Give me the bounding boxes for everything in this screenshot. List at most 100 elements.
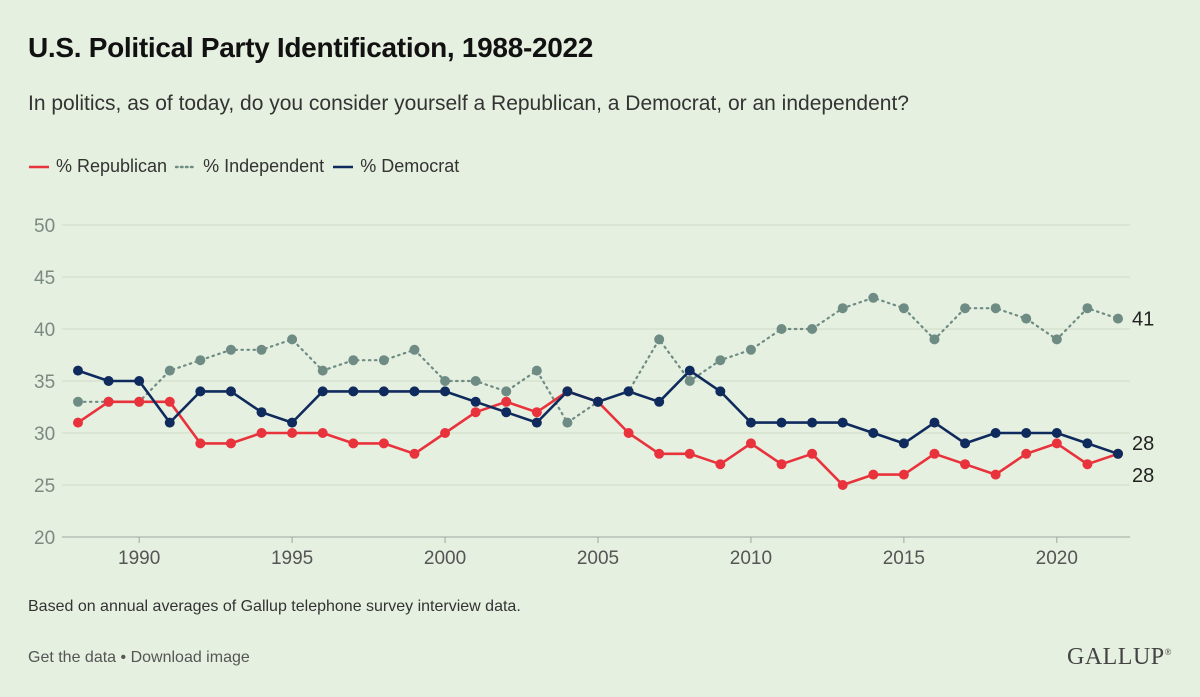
legend-swatch-independent bbox=[175, 165, 198, 168]
data-point-republican-2011 bbox=[776, 459, 787, 470]
gallup-logo-text: GALLUP bbox=[1066, 644, 1165, 670]
download-image-link[interactable]: Download image bbox=[130, 649, 250, 666]
data-point-republican-1990 bbox=[134, 396, 145, 407]
data-point-independent-2012 bbox=[807, 324, 818, 334]
data-point-independent-2014 bbox=[868, 292, 879, 303]
end-label-democrat: 28 bbox=[1132, 433, 1154, 455]
footer-links: Get the data • Download image bbox=[28, 649, 250, 667]
data-point-independent-2003 bbox=[531, 365, 542, 376]
data-point-republican-1992 bbox=[195, 438, 206, 449]
data-point-democrat-2020 bbox=[1051, 428, 1062, 438]
data-point-independent-1997 bbox=[348, 355, 359, 366]
data-point-independent-1994 bbox=[256, 344, 267, 355]
data-point-democrat-2015 bbox=[898, 438, 909, 449]
data-point-republican-2013 bbox=[837, 480, 848, 490]
data-point-republican-1995 bbox=[287, 428, 298, 438]
data-point-independent-2018 bbox=[990, 303, 1001, 314]
data-point-democrat-2013 bbox=[837, 417, 848, 428]
data-point-democrat-2012 bbox=[807, 417, 818, 428]
data-point-independent-2010 bbox=[745, 344, 756, 355]
y-tick-label-25: 25 bbox=[34, 476, 55, 497]
data-point-republican-2001 bbox=[470, 407, 481, 418]
y-tick-label-45: 45 bbox=[34, 268, 55, 289]
data-point-independent-1999 bbox=[409, 344, 420, 355]
data-point-democrat-1992 bbox=[195, 386, 206, 397]
chart-subtitle: In politics, as of today, do you conside… bbox=[28, 92, 909, 115]
data-point-republican-2008 bbox=[684, 448, 695, 459]
data-point-republican-2002 bbox=[501, 396, 512, 407]
legend-item-republican: % Republican bbox=[28, 156, 167, 177]
data-point-republican-2019 bbox=[1021, 448, 1032, 459]
y-tick-label-20: 20 bbox=[34, 528, 55, 549]
footnote: Based on annual averages of Gallup telep… bbox=[28, 598, 521, 615]
data-point-independent-2008 bbox=[684, 376, 695, 386]
end-label-independent: 41 bbox=[1132, 309, 1154, 331]
data-point-republican-2020 bbox=[1051, 438, 1062, 449]
data-point-republican-2015 bbox=[898, 469, 909, 480]
data-point-republican-2012 bbox=[807, 448, 818, 459]
data-point-republican-1993 bbox=[225, 438, 236, 449]
data-point-democrat-1994 bbox=[256, 407, 267, 418]
x-tick-label-2005: 2005 bbox=[577, 548, 619, 569]
legend-swatch-republican bbox=[29, 165, 49, 168]
data-point-independent-2004 bbox=[562, 417, 573, 428]
data-point-independent-1995 bbox=[287, 334, 298, 345]
data-point-republican-1996 bbox=[317, 428, 328, 438]
x-tick-label-2010: 2010 bbox=[730, 548, 772, 569]
get-data-link[interactable]: Get the data bbox=[28, 649, 117, 666]
gallup-logo: GALLUP® bbox=[1067, 644, 1172, 671]
y-tick-label-35: 35 bbox=[34, 372, 55, 393]
data-point-democrat-2000 bbox=[440, 386, 451, 397]
legend-item-independent: % Independent bbox=[175, 156, 324, 177]
data-point-independent-2022 bbox=[1113, 313, 1123, 324]
data-point-republican-1988 bbox=[73, 417, 83, 428]
data-point-independent-2000 bbox=[440, 376, 451, 386]
data-point-republican-1998 bbox=[378, 438, 389, 449]
y-tick-label-30: 30 bbox=[34, 424, 55, 445]
data-point-democrat-1995 bbox=[287, 417, 298, 428]
data-point-independent-2001 bbox=[470, 376, 481, 386]
data-point-independent-1991 bbox=[164, 365, 175, 376]
data-point-democrat-2002 bbox=[501, 407, 512, 418]
chart-legend: % Republican % Independent % Democrat bbox=[28, 156, 467, 177]
data-point-republican-2016 bbox=[929, 448, 940, 459]
data-point-democrat-2017 bbox=[960, 438, 971, 449]
data-point-democrat-1998 bbox=[378, 386, 389, 397]
data-point-democrat-1997 bbox=[348, 386, 359, 397]
data-point-independent-2016 bbox=[929, 334, 940, 345]
data-point-independent-2009 bbox=[715, 355, 726, 366]
x-tick-label-2000: 2000 bbox=[424, 548, 466, 569]
data-point-democrat-2011 bbox=[776, 417, 787, 428]
data-point-democrat-2005 bbox=[593, 396, 603, 407]
data-point-independent-1988 bbox=[73, 396, 83, 407]
legend-item-democrat: % Democrat bbox=[332, 156, 459, 177]
legend-label-independent: % Independent bbox=[203, 156, 325, 176]
data-point-republican-2009 bbox=[715, 459, 726, 470]
data-point-democrat-1989 bbox=[103, 376, 114, 386]
gallup-logo-mark: ® bbox=[1164, 647, 1172, 657]
x-tick-label-1995: 1995 bbox=[271, 548, 313, 569]
data-point-democrat-2010 bbox=[745, 417, 756, 428]
end-label-republican: 28 bbox=[1132, 465, 1154, 487]
chart-title: U.S. Political Party Identification, 198… bbox=[28, 32, 594, 63]
data-point-republican-1997 bbox=[348, 438, 359, 449]
data-point-independent-2011 bbox=[776, 324, 787, 334]
data-point-independent-1992 bbox=[195, 355, 206, 366]
data-point-independent-1993 bbox=[225, 344, 236, 355]
data-point-republican-2010 bbox=[745, 438, 756, 449]
line-chart: 20 25 30 35 40 45 50 1990 1995 2000 2005 2010 2015 20… bbox=[34, 216, 1154, 569]
data-point-republican-2007 bbox=[654, 448, 665, 459]
data-point-independent-1996 bbox=[317, 365, 328, 376]
data-point-democrat-1996 bbox=[317, 386, 328, 397]
data-point-republican-2003 bbox=[531, 407, 542, 418]
data-point-democrat-2016 bbox=[929, 417, 940, 428]
data-point-democrat-2003 bbox=[531, 417, 542, 428]
data-point-republican-1994 bbox=[256, 428, 267, 438]
legend-swatch-democrat bbox=[333, 165, 354, 168]
data-point-democrat-2004 bbox=[562, 386, 573, 397]
link-separator: • bbox=[120, 649, 127, 666]
data-point-democrat-1999 bbox=[409, 386, 420, 397]
data-point-independent-2020 bbox=[1051, 334, 1062, 345]
data-point-democrat-2008 bbox=[684, 365, 695, 376]
data-point-independent-1998 bbox=[378, 355, 389, 366]
